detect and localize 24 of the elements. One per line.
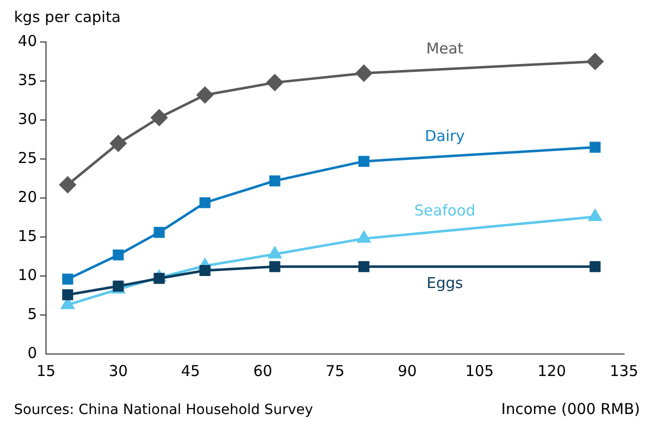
- x-tick-label: 45: [180, 362, 200, 380]
- source-note: Sources: China National Household Survey: [14, 402, 314, 418]
- y-tick-label: 30: [18, 110, 37, 128]
- x-tick-label: 120: [537, 362, 566, 380]
- y-tick-label: 5: [27, 304, 37, 323]
- series-label: Dairy: [424, 126, 465, 145]
- y-tick-label: 20: [18, 188, 37, 206]
- x-tick-label: 60: [253, 362, 272, 380]
- y-tick-label: 0: [27, 344, 37, 362]
- series-label: Meat: [426, 39, 464, 58]
- x-tick-label: 75: [325, 362, 345, 380]
- y-tick-label: 35: [18, 70, 37, 89]
- y-tick-label: 15: [18, 226, 37, 245]
- y-tick-label: 10: [18, 266, 37, 284]
- x-tick-label: 135: [610, 362, 638, 380]
- x-tick-label: 90: [398, 362, 417, 380]
- y-tick-label: 40: [18, 32, 37, 50]
- x-axis-title: Income (000 RMB): [501, 400, 640, 418]
- series-label: Seafood: [414, 201, 476, 220]
- y-tick-label: 25: [18, 148, 37, 167]
- y-axis-title: kgs per capita: [14, 8, 121, 26]
- series-label: Eggs: [426, 274, 464, 292]
- x-tick-label: 30: [108, 362, 128, 380]
- x-tick-label: 105: [465, 362, 494, 380]
